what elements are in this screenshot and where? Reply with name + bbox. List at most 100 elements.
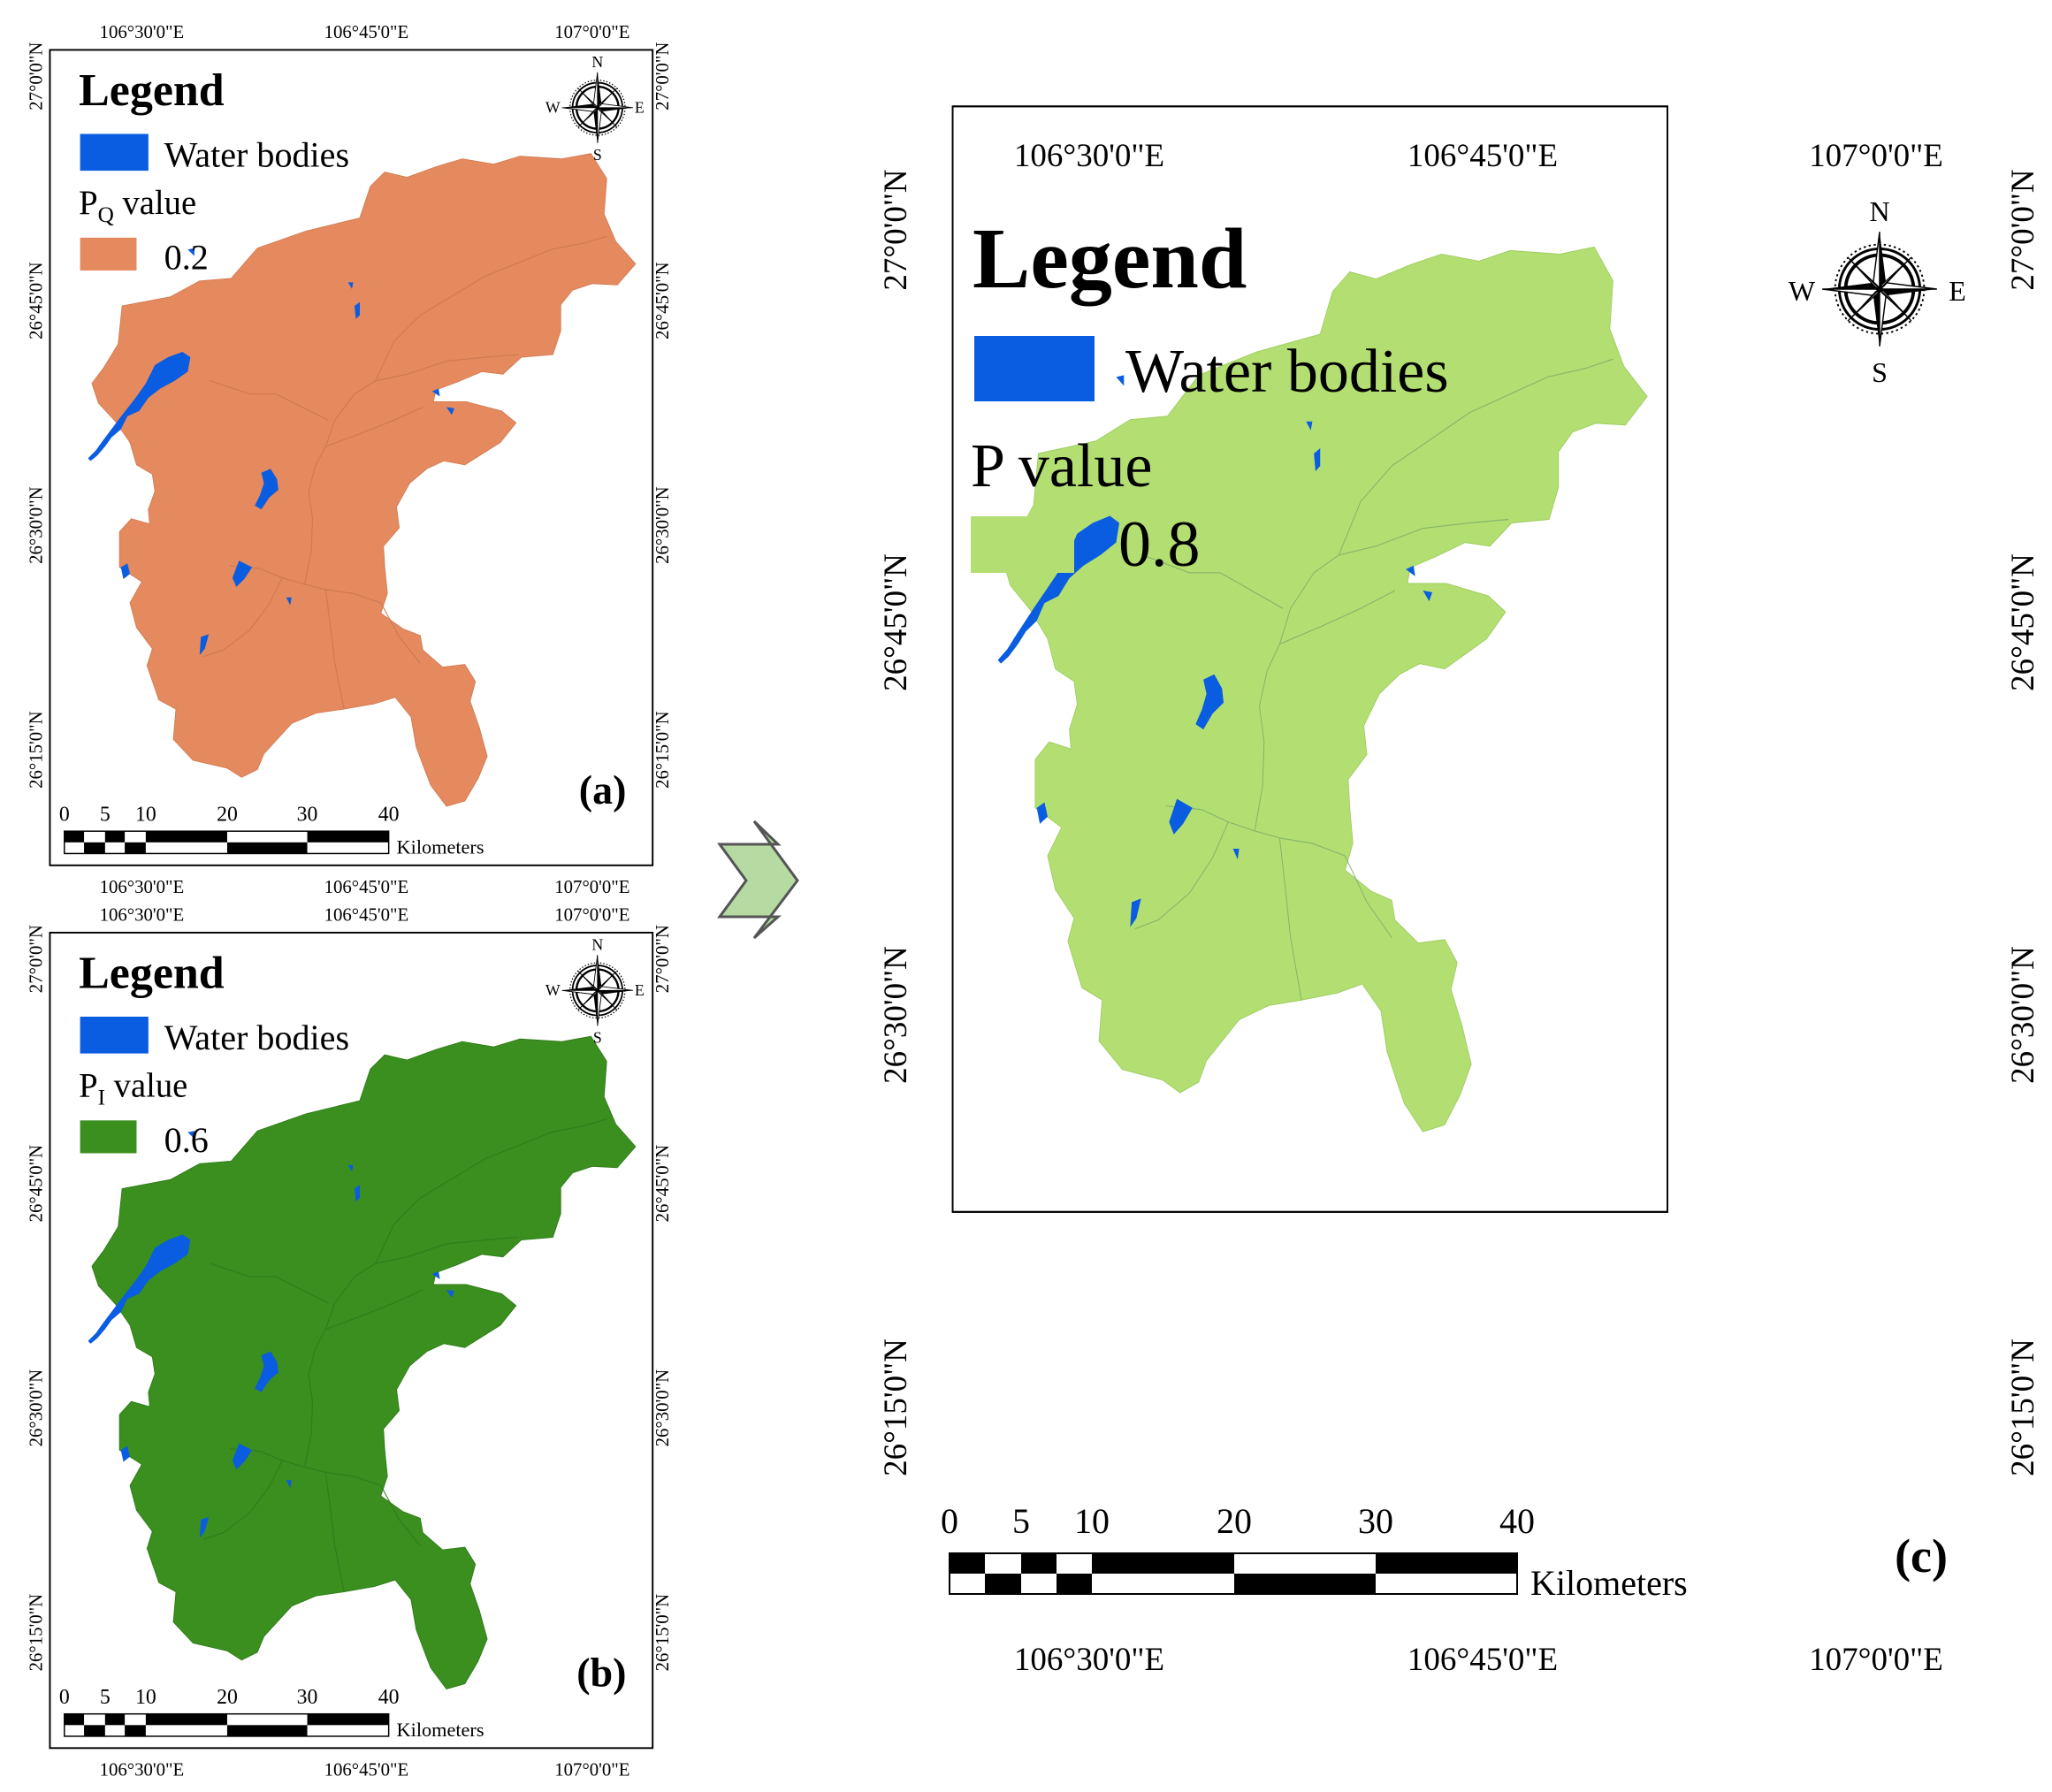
lat-label: 26°15'0"N bbox=[652, 1594, 673, 1672]
lon-label: 106°45'0"E bbox=[324, 905, 409, 926]
panel-c-annotations: 106°30'0"E 106°45'0"E 107°0'0"E 106°30'0… bbox=[878, 138, 2041, 1678]
lat-label: 26°45'0"N bbox=[878, 553, 914, 691]
lon-label: 106°45'0"E bbox=[324, 1760, 409, 1781]
lon-label: 107°0'0"E bbox=[554, 1760, 629, 1781]
water-swatch bbox=[80, 1017, 149, 1054]
scale-tick: 0 bbox=[59, 803, 70, 826]
lon-label: 107°0'0"E bbox=[1809, 1642, 1943, 1678]
scale-tick: 5 bbox=[1012, 1501, 1030, 1541]
scale-tick: 20 bbox=[1217, 1501, 1252, 1541]
water-swatch bbox=[974, 336, 1095, 401]
lat-label: 26°15'0"N bbox=[878, 1338, 914, 1476]
scale-tick: 5 bbox=[100, 1686, 111, 1709]
lat-label: 26°45'0"N bbox=[27, 262, 47, 339]
lon-label: 106°30'0"E bbox=[100, 22, 185, 42]
lon-label: 106°45'0"E bbox=[1407, 1642, 1558, 1678]
lat-label: 26°45'0"N bbox=[652, 262, 673, 339]
value-legend-value: 0.6 bbox=[164, 1120, 209, 1160]
lat-label: 26°15'0"N bbox=[27, 1594, 47, 1672]
value-legend-label: P value bbox=[971, 432, 1152, 500]
compass-n: N bbox=[591, 935, 603, 953]
compass-rose-icon bbox=[1820, 230, 1939, 348]
compass-w: W bbox=[545, 981, 561, 999]
lon-label: 106°30'0"E bbox=[100, 905, 185, 926]
lat-label: 26°30'0"N bbox=[878, 946, 914, 1084]
scale-tick: 20 bbox=[217, 1686, 238, 1709]
lat-label: 27°0'0"N bbox=[2005, 169, 2041, 290]
lon-label: 107°0'0"E bbox=[1809, 138, 1943, 174]
legend-title: Legend bbox=[79, 65, 225, 116]
value-legend-label: PQ value bbox=[79, 185, 196, 227]
value-swatch bbox=[80, 1120, 137, 1154]
panel-label: (c) bbox=[1895, 1529, 1948, 1582]
panel-a: 106°30'0"E 106°45'0"E 107°0'0"E 106°30'0… bbox=[27, 22, 673, 897]
scale-tick: 10 bbox=[1074, 1501, 1110, 1541]
legend-title: Legend bbox=[79, 948, 225, 998]
lon-label: 106°30'0"E bbox=[100, 1760, 185, 1781]
lon-label: 106°45'0"E bbox=[1407, 138, 1558, 174]
scale-unit: Kilometers bbox=[1530, 1563, 1688, 1603]
lon-label: 107°0'0"E bbox=[554, 905, 629, 926]
scale-tick: 40 bbox=[378, 803, 400, 826]
compass-w: W bbox=[545, 99, 561, 117]
panel-b: 106°30'0"E 106°45'0"E 107°0'0"E 106°30'0… bbox=[27, 905, 673, 1781]
compass-n: N bbox=[591, 53, 603, 71]
scale-tick: 0 bbox=[59, 1686, 70, 1709]
compass-w: W bbox=[1789, 275, 1816, 307]
lon-label: 106°30'0"E bbox=[100, 877, 185, 897]
lat-label: 26°30'0"N bbox=[2005, 946, 2041, 1084]
value-legend-label: PI value bbox=[79, 1068, 187, 1110]
lat-label: 26°15'0"N bbox=[652, 711, 673, 789]
scale-bar bbox=[64, 830, 390, 855]
compass-s: S bbox=[1872, 356, 1888, 388]
compass-e: E bbox=[635, 981, 645, 999]
lon-label: 106°30'0"E bbox=[1014, 1642, 1164, 1678]
lon-label: 107°0'0"E bbox=[554, 877, 629, 897]
scale-tick: 20 bbox=[217, 803, 238, 826]
scale-bar bbox=[949, 1552, 1518, 1595]
value-swatch bbox=[80, 237, 137, 271]
compass-e: E bbox=[1949, 275, 1966, 307]
scale-unit: Kilometers bbox=[397, 1719, 484, 1741]
lat-label: 26°15'0"N bbox=[2005, 1338, 2041, 1476]
scale-unit: Kilometers bbox=[397, 835, 484, 858]
compass-n: N bbox=[1869, 195, 1889, 227]
scale-tick: 30 bbox=[1358, 1501, 1393, 1541]
scale-bar bbox=[64, 1712, 390, 1737]
lon-label: 106°45'0"E bbox=[324, 22, 409, 42]
lat-label: 26°45'0"N bbox=[2005, 553, 2041, 691]
lat-label: 27°0'0"N bbox=[27, 925, 47, 993]
water-swatch bbox=[80, 133, 149, 172]
lat-label: 27°0'0"N bbox=[652, 42, 673, 111]
value-legend-value: 0.8 bbox=[1118, 508, 1201, 581]
lat-label: 26°45'0"N bbox=[652, 1145, 673, 1223]
lat-label: 26°45'0"N bbox=[27, 1145, 47, 1223]
scale-tick: 40 bbox=[1499, 1501, 1535, 1541]
lat-label: 26°30'0"N bbox=[27, 1369, 47, 1447]
scale-tick: 40 bbox=[378, 1686, 400, 1709]
compass-s: S bbox=[593, 146, 602, 164]
scale-tick: 10 bbox=[135, 1686, 156, 1709]
water-legend-label: Water bodies bbox=[1125, 338, 1449, 406]
panel-c bbox=[951, 105, 1668, 1213]
lon-label: 106°45'0"E bbox=[324, 877, 409, 897]
lat-label: 27°0'0"N bbox=[878, 169, 914, 290]
scale-tick: 10 bbox=[135, 803, 156, 826]
panel-label: (a) bbox=[579, 767, 627, 812]
panel-label: (b) bbox=[576, 1651, 626, 1696]
water-legend-label: Water bodies bbox=[164, 1018, 349, 1057]
scale-tick: 30 bbox=[297, 1686, 318, 1709]
value-legend-value: 0.2 bbox=[164, 237, 209, 277]
lat-label: 27°0'0"N bbox=[27, 42, 47, 111]
arrow-right-icon bbox=[717, 820, 799, 940]
lon-label: 106°30'0"E bbox=[1014, 138, 1164, 174]
compass-e: E bbox=[635, 99, 645, 117]
legend-title: Legend bbox=[973, 211, 1247, 307]
lat-label: 26°15'0"N bbox=[27, 711, 47, 789]
lat-label: 26°30'0"N bbox=[27, 486, 47, 563]
scale-tick: 30 bbox=[297, 803, 318, 826]
compass-s: S bbox=[593, 1029, 602, 1047]
scale-tick: 5 bbox=[100, 803, 111, 826]
value-swatch bbox=[971, 516, 1074, 573]
